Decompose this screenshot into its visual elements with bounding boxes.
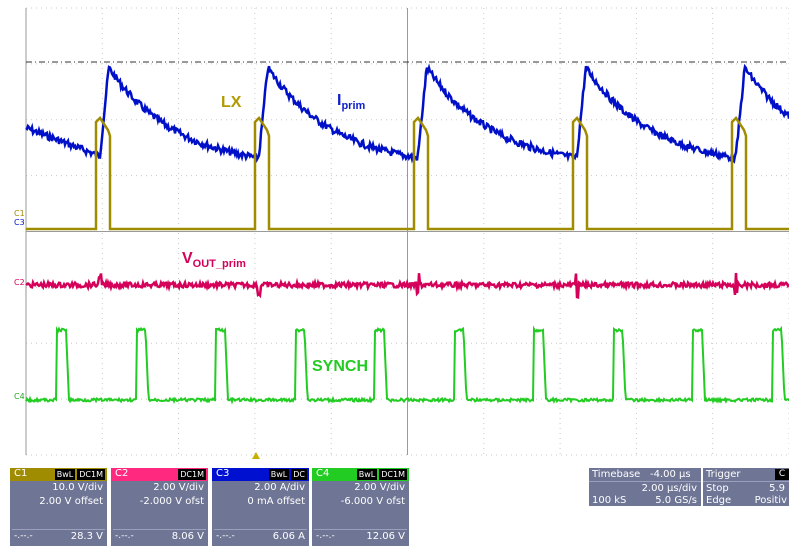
coupling-tag: DC [291, 469, 307, 480]
offset: -2.000 V ofst [139, 496, 204, 507]
volts-per-div: 10.0 V/div [52, 482, 103, 493]
channel-name: C1 [14, 468, 28, 479]
volts-per-div: 2.00 V/div [153, 482, 204, 493]
volts-per-div: 2.00 A/div [254, 482, 305, 493]
waveform-display: LX Iprim VOUT_prim SYNCH C1 C3 C2 C4 [14, 7, 789, 459]
c2-vout-trace [25, 272, 789, 300]
channel-readout: -.--.- 12.06 V [314, 529, 407, 542]
coupling-tag: BwL [54, 469, 76, 480]
offset: 0 mA offset [247, 496, 305, 507]
timebase-div: 2.00 µs/div [641, 483, 697, 494]
lx-label: LX [221, 94, 242, 111]
c1-lx-trace [26, 116, 789, 231]
channel-header: C4 BwL DC1M [312, 468, 409, 481]
channel-value: 28.3 V [70, 531, 103, 542]
vout-prim-label: VOUT_prim [182, 250, 246, 271]
channel-name: C2 [115, 468, 129, 479]
channel-readout: -.--.- 28.3 V [12, 529, 105, 542]
iprim-label: Iprim [337, 92, 366, 113]
offset: -6.000 V ofst [340, 496, 405, 507]
coupling-tag: DC1M [379, 469, 407, 480]
channel-box-c3[interactable]: C3 BwL DC 2.00 A/div 0 mA offset -.--.- 6… [212, 468, 309, 546]
timebase-rate: 5.0 GS/s [655, 495, 697, 506]
c2-marker: C2 [14, 278, 25, 287]
timebase-box[interactable]: Timebase -4.00 µs 2.00 µs/div 100 kS 5.0 … [589, 468, 701, 506]
channel-readout: -.--.- 6.06 A [214, 529, 307, 542]
channel-name: C4 [316, 468, 330, 479]
c1-marker: C1 [14, 209, 25, 218]
coupling-tag: BwL [268, 469, 290, 480]
offset: 2.00 V offset [39, 496, 103, 507]
channel-name: C3 [216, 468, 230, 479]
channel-header: C3 BwL DC [212, 468, 309, 481]
coupling-tag: BwL [356, 469, 378, 480]
trigger-level: 5.9 [769, 483, 785, 494]
synch-label: SYNCH [312, 358, 369, 375]
channel-box-c4[interactable]: C4 BwL DC1M 2.00 V/div -6.000 V ofst -.--… [312, 468, 409, 546]
coupling-tag: DC1M [178, 469, 206, 480]
trigger-position-icon[interactable] [252, 452, 260, 459]
trigger-header: Trigger [706, 469, 741, 480]
volts-per-div: 2.00 V/div [354, 482, 405, 493]
waveform-svg [25, 7, 789, 456]
trigger-type: Edge [706, 495, 732, 506]
trigger-box[interactable]: Trigger C Stop 5.9 Edge Positiv [703, 468, 789, 506]
channel-value: 12.06 V [366, 531, 405, 542]
channel-box-c1[interactable]: C1 BwL DC1M 10.0 V/div 2.00 V offset -.--… [10, 468, 107, 546]
channel-header: C2 DC1M [111, 468, 208, 481]
measurement-panel: C1 BwL DC1M 10.0 V/div 2.00 V offset -.--… [0, 460, 789, 549]
timebase-samples: 100 kS [592, 495, 627, 506]
channel-value: 6.06 A [272, 531, 305, 542]
channel-header: C1 BwL DC1M [10, 468, 107, 481]
timebase-delay: -4.00 µs [650, 469, 691, 480]
timebase-header: Timebase -4.00 µs [592, 469, 691, 480]
channel-value: 8.06 V [171, 531, 204, 542]
channel-readout: -.--.- 8.06 V [113, 529, 206, 542]
coupling-tag: DC1M [77, 469, 105, 480]
trigger-mode: Stop [706, 483, 729, 494]
trigger-channel: C [775, 469, 789, 480]
c3-current-trace [25, 63, 789, 164]
c3-marker: C3 [14, 218, 25, 227]
trigger-slope: Positiv [754, 495, 787, 506]
c4-synch-trace [25, 325, 789, 405]
c4-marker: C4 [14, 392, 25, 401]
channel-box-c2[interactable]: C2 DC1M 2.00 V/div -2.000 V ofst -.--.- … [111, 468, 208, 546]
